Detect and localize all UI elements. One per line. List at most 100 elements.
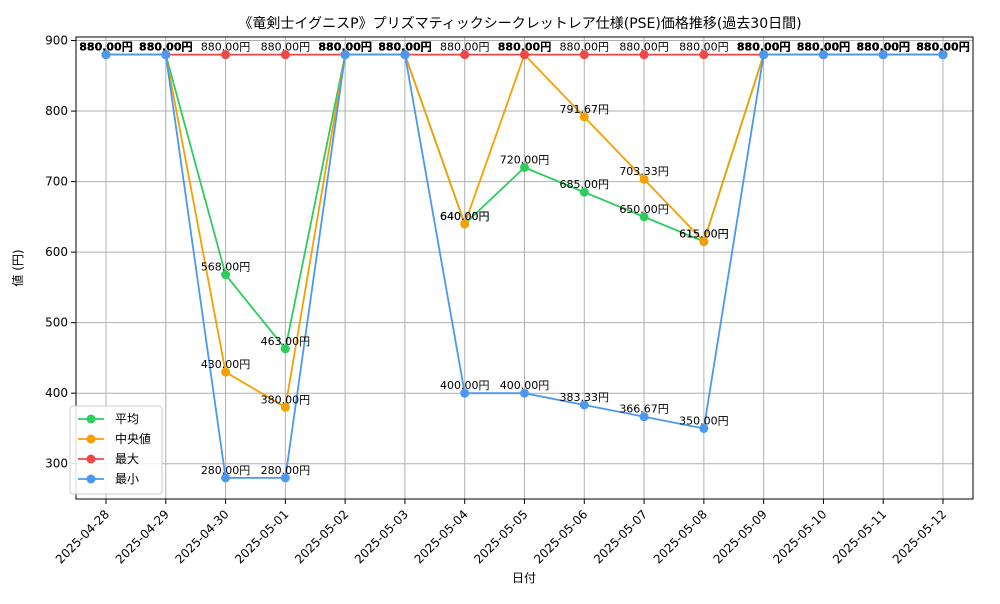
data-label: 880.00円	[378, 41, 431, 54]
data-label: 880.00円	[797, 41, 850, 54]
y-tick-label: 600	[45, 245, 68, 259]
data-label: 640.00円	[440, 210, 490, 223]
legend-swatch-marker	[86, 474, 96, 484]
x-tick-label: 2025-05-12	[890, 507, 949, 566]
data-point	[101, 50, 111, 60]
data-label: 880.00円	[856, 41, 909, 54]
legend-box	[69, 405, 163, 495]
data-point	[460, 219, 470, 229]
data-label: 880.00円	[79, 41, 132, 54]
x-tick-label: 2025-05-11	[830, 507, 889, 566]
x-tick-label: 2025-05-08	[651, 507, 710, 566]
x-tick-label: 2025-05-10	[770, 507, 829, 566]
data-label: 880.00円	[139, 41, 192, 54]
data-label: 880.00円	[139, 41, 192, 54]
x-tick-label: 2025-05-07	[591, 507, 650, 566]
data-label: 720.00円	[500, 153, 550, 166]
data-label: 350.00円	[679, 414, 729, 427]
data-labels: 880.00円 880.00円 568.00円 463.00円 880.00円 880.0…	[79, 41, 969, 477]
data-point	[579, 187, 589, 197]
legend-entry: 中央値	[115, 431, 151, 446]
data-point	[639, 212, 649, 222]
data-point	[460, 50, 470, 60]
plot-border	[75, 36, 974, 500]
data-label: 568.00円	[201, 261, 251, 274]
data-point	[639, 174, 649, 184]
legend-entry: 平均	[115, 412, 139, 426]
data-point	[878, 50, 888, 60]
data-label: 880.00円	[318, 41, 371, 54]
series-layer	[101, 50, 948, 483]
data-label: 880.00円	[79, 41, 132, 54]
data-label: 880.00円	[916, 41, 969, 54]
data-point	[280, 473, 290, 483]
data-label: 366.67円	[619, 403, 669, 416]
x-tick-label: 2025-04-29	[113, 507, 172, 566]
data-label: 880.00円	[737, 41, 790, 54]
data-point	[280, 402, 290, 412]
data-label: 880.00円	[378, 41, 431, 54]
data-label: 640.00円	[440, 210, 490, 223]
legend-swatch-marker	[86, 454, 96, 464]
data-label: 880.00円	[139, 41, 192, 54]
legend-entry: 最小	[115, 472, 139, 486]
x-tick-label: 2025-05-05	[471, 507, 530, 566]
legend-entry: 最大	[115, 452, 139, 466]
data-label: 880.00円	[916, 41, 969, 54]
data-point	[699, 237, 709, 247]
data-label: 880.00円	[737, 41, 790, 54]
chart-title: 《竜剣士イグニスP》プリズマティックシークレットレア仕様(PSE)価格推移(過去…	[238, 15, 801, 32]
data-point	[699, 50, 709, 60]
y-tick-label: 700	[45, 175, 68, 189]
data-label: 880.00円	[139, 41, 192, 54]
data-point	[639, 412, 649, 422]
data-label: 880.00円	[79, 41, 132, 54]
y-tick-label: 800	[45, 104, 68, 118]
data-label: 791.67円	[560, 103, 610, 116]
data-point	[579, 112, 589, 122]
data-label: 400.00円	[500, 379, 550, 392]
data-label: 880.00円	[440, 41, 490, 54]
data-label: 880.00円	[797, 41, 850, 54]
data-point	[221, 50, 231, 60]
data-label: 685.00円	[560, 178, 610, 191]
data-label: 880.00円	[737, 41, 790, 54]
data-label: 880.00円	[797, 41, 850, 54]
data-label: 650.00円	[619, 203, 669, 216]
y-tick-label: 900	[45, 34, 68, 48]
data-label: 880.00円	[560, 41, 610, 54]
data-point	[520, 162, 529, 172]
data-label: 880.00円	[201, 41, 251, 54]
x-tick-label: 2025-05-02	[292, 507, 351, 566]
legend-swatch-marker	[86, 434, 96, 444]
y-tick-label: 300	[45, 457, 68, 471]
data-point	[699, 423, 709, 433]
data-label: 880.00円	[856, 41, 909, 54]
data-label: 380.00円	[261, 393, 311, 406]
data-point	[280, 344, 290, 354]
data-point	[818, 50, 828, 60]
y-tick-label: 400	[45, 386, 68, 400]
y-tick-label: 500	[45, 316, 68, 330]
data-label: 280.00円	[201, 464, 251, 477]
data-point	[759, 50, 769, 60]
data-label: 880.00円	[916, 41, 969, 54]
x-axis-label: 日付	[512, 571, 536, 585]
data-label: 400.00円	[440, 379, 490, 392]
data-point	[639, 50, 649, 60]
x-tick-label: 2025-05-06	[531, 507, 590, 566]
data-label: 880.00円	[318, 41, 371, 54]
data-label: 615.00円	[679, 228, 729, 241]
data-label: 383.33円	[560, 391, 610, 404]
data-label: 463.00円	[261, 335, 311, 348]
data-point	[938, 50, 948, 60]
data-label: 880.00円	[261, 41, 311, 54]
data-label: 880.00円	[797, 41, 850, 54]
data-label: 880.00円	[619, 41, 669, 54]
data-label: 880.00円	[318, 41, 371, 54]
data-label: 880.00円	[856, 41, 909, 54]
data-point	[520, 388, 529, 398]
data-point	[221, 367, 231, 377]
data-label: 880.00円	[318, 41, 371, 54]
